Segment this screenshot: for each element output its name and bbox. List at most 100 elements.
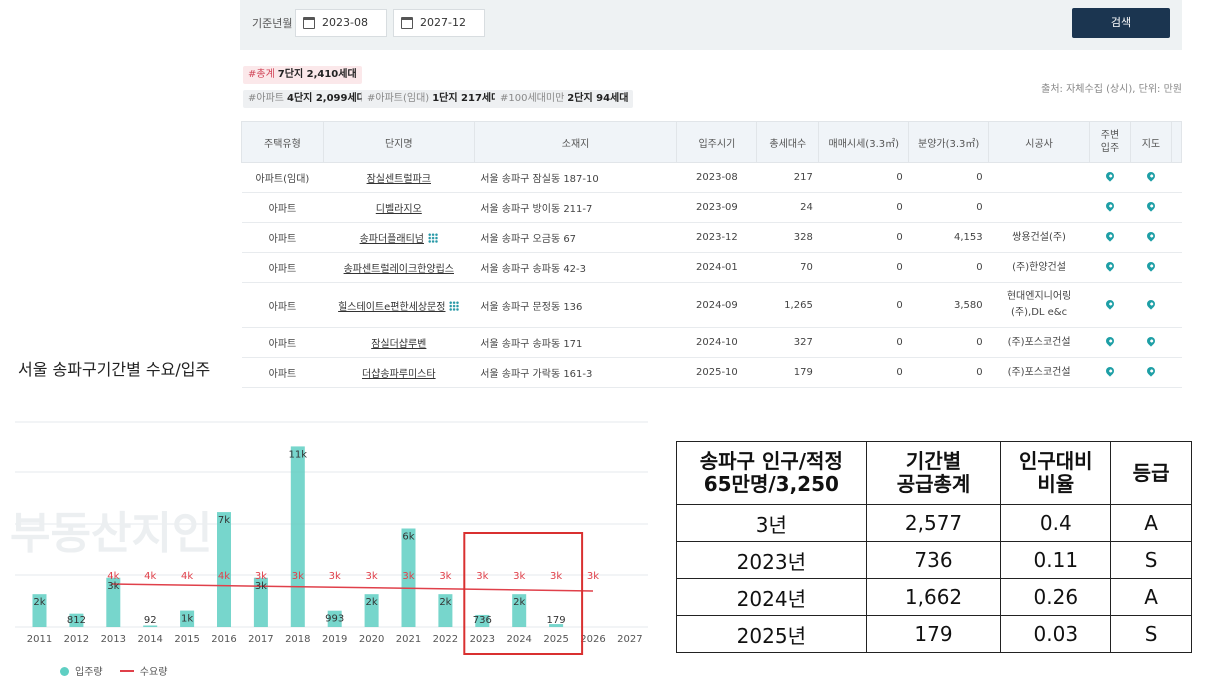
table-row: 아파트 송파센트럴레이크한양립스 서울 송파구 송파동 42-3 2024-01 70 0…	[241, 252, 1182, 283]
supply-legend-swatch	[60, 667, 69, 676]
ratio-cell: 0.03	[1000, 615, 1112, 653]
nearby-move-in-pin-icon[interactable]	[1104, 335, 1116, 347]
nearby-move-in-pin-icon[interactable]	[1104, 365, 1116, 377]
demand-label: 3k	[550, 571, 562, 582]
map-pin-icon[interactable]	[1145, 260, 1157, 272]
nearby-move-in-cell	[1089, 222, 1131, 253]
supply-label: 2k	[33, 597, 45, 608]
nearby-move-in-pin-icon[interactable]	[1104, 230, 1116, 242]
complex-name-link[interactable]: 송파더플래티넘	[359, 234, 424, 245]
ratio-cell: 3년	[676, 504, 867, 542]
supply-label: 2k	[366, 597, 378, 608]
ratio-cell: 2023년	[676, 541, 867, 579]
supply-label: 179	[547, 615, 566, 626]
data-labels: 2k 812 3k 92 1k 7k 3k 11k 993 2k 6k 2k 736 2k 179 4k 4k 4…	[33, 449, 599, 626]
complex-name-link[interactable]: 힐스테이트e편한세상문정	[338, 301, 446, 313]
x-tick-label: 2024	[506, 634, 531, 645]
demand-label: 3k	[587, 571, 599, 582]
date-cell: 2024-01	[676, 252, 757, 283]
source-note: 출처: 자체수집 (상시), 단위: 만원	[1041, 84, 1182, 95]
map-pin-icon[interactable]	[1145, 297, 1157, 310]
ratio-cell: 179	[865, 615, 1002, 653]
floorplan-grid-icon[interactable]	[427, 233, 438, 243]
builder-cell: (주)포스코건설	[988, 357, 1090, 388]
col-header: 주택유형	[241, 121, 324, 163]
address-cell: 서울 송파구 잠실동 187-10	[474, 162, 677, 193]
map-pin-icon[interactable]	[1145, 170, 1157, 182]
supply-label: 6k	[402, 532, 414, 543]
demand-label: 3k	[513, 571, 525, 582]
demand-legend-swatch	[119, 670, 134, 672]
scroll-gutter	[1170, 121, 1183, 163]
col-header: 분양가(3.3㎡)	[908, 121, 990, 163]
supply-label: 2k	[513, 597, 525, 608]
map-cell	[1130, 222, 1172, 253]
filter-label: 기준년월	[252, 17, 293, 30]
scroll-gutter	[1171, 222, 1182, 253]
supply-bar	[475, 614, 490, 627]
map-pin-icon[interactable]	[1145, 230, 1157, 242]
date-cell: 2024-10	[676, 327, 757, 358]
col-header: 입주시기	[676, 121, 758, 163]
complex-name-link[interactable]: 잠실더샵루벤	[371, 339, 427, 350]
nearby-move-in-pin-icon[interactable]	[1104, 200, 1116, 212]
filter-bar: 기준년월 2023-08 2027-12 검색	[240, 0, 1182, 50]
x-tick-label: 2020	[359, 634, 384, 645]
demand-label: 3k	[439, 571, 451, 582]
start-date-field[interactable]: 2023-08	[295, 9, 387, 37]
demand-label: 3k	[329, 571, 341, 582]
badge-tag: #100세대미만	[500, 93, 565, 104]
ratio-row: 2024년 1,662 0.26 A	[676, 578, 1192, 616]
x-tick-label: 2015	[174, 634, 199, 645]
map-cell	[1130, 357, 1172, 388]
map-pin-icon[interactable]	[1145, 335, 1157, 347]
name-cell: 디벨라지오	[323, 192, 475, 223]
ratio-cell: 2,577	[865, 504, 1002, 542]
sale-price-cell: 0	[818, 162, 909, 193]
demand-label: 3k	[255, 571, 267, 582]
table-row: 아파트 송파더플래티넘 서울 송파구 오금동 67 2023-12 328 0 4,153 쌍…	[241, 222, 1182, 253]
summary-total-badge: #총계 7단지 2,410세대	[243, 66, 362, 84]
start-date-value: 2023-08	[322, 16, 368, 29]
x-tick-label: 2027	[617, 634, 642, 645]
nearby-move-in-pin-icon[interactable]	[1104, 170, 1116, 182]
x-tick-label: 2014	[137, 634, 162, 645]
sale-price-cell: 0	[818, 252, 909, 283]
end-date-field[interactable]: 2027-12	[393, 9, 485, 37]
summary-total-value: 7단지 2,410세대	[277, 69, 357, 80]
map-pin-icon[interactable]	[1145, 200, 1157, 212]
supply-label: 2k	[439, 597, 451, 608]
ratio-cell: 2024년	[676, 578, 867, 616]
date-cell: 2023-08	[676, 162, 757, 193]
demand-line	[111, 583, 594, 592]
supply-label: 736	[473, 615, 492, 626]
demand-line-path	[111, 583, 594, 592]
sale-price-cell: 0	[818, 222, 909, 253]
sale-price-cell: 0	[818, 357, 909, 388]
supply-label: 3k	[255, 581, 267, 592]
map-pin-icon[interactable]	[1145, 365, 1157, 377]
table-row: 아파트 잠실더샵루벤 서울 송파구 송파동 171 2024-10 327 0 0 (주)포스…	[241, 327, 1182, 358]
address-cell: 서울 송파구 방이동 211-7	[474, 192, 677, 223]
x-tick-label: 2012	[64, 634, 89, 645]
name-cell: 잠실센트럴파크	[323, 162, 475, 193]
date-cell: 2023-12	[676, 222, 757, 253]
summary-rental-badge: #아파트(임대) 1단지 217세대	[362, 90, 506, 108]
complex-name-link[interactable]: 잠실센트럴파크	[366, 174, 431, 185]
floorplan-grid-icon[interactable]	[449, 300, 460, 311]
complex-name-link[interactable]: 더샵송파루미스타	[361, 369, 436, 380]
ratio-row: 2025년 179 0.03 S	[676, 615, 1192, 653]
table-row: 아파트 힐스테이트e편한세상문정 서울 송파구 문정동 136 2024-09 1,26…	[241, 282, 1182, 328]
search-button[interactable]: 검색	[1072, 8, 1170, 38]
x-tick-label: 2023	[470, 634, 495, 645]
complex-name-link[interactable]: 디벨라지오	[375, 204, 422, 215]
ratio-header: 기간별 공급총계	[865, 441, 1002, 505]
nearby-move-in-pin-icon[interactable]	[1104, 297, 1116, 310]
nearby-move-in-pin-icon[interactable]	[1104, 260, 1116, 272]
complex-name-link[interactable]: 송파센트럴레이크한양립스	[343, 264, 454, 275]
summary-small-badge: #100세대미만 2단지 94세대	[495, 90, 634, 108]
name-cell: 더샵송파루미스타	[323, 357, 475, 388]
badge-tag: #아파트	[248, 93, 284, 104]
table-row: 아파트 더샵송파루미스타 서울 송파구 가락동 161-3 2025-10 179 0 0(…	[241, 357, 1182, 388]
x-tick-label: 2019	[322, 634, 347, 645]
